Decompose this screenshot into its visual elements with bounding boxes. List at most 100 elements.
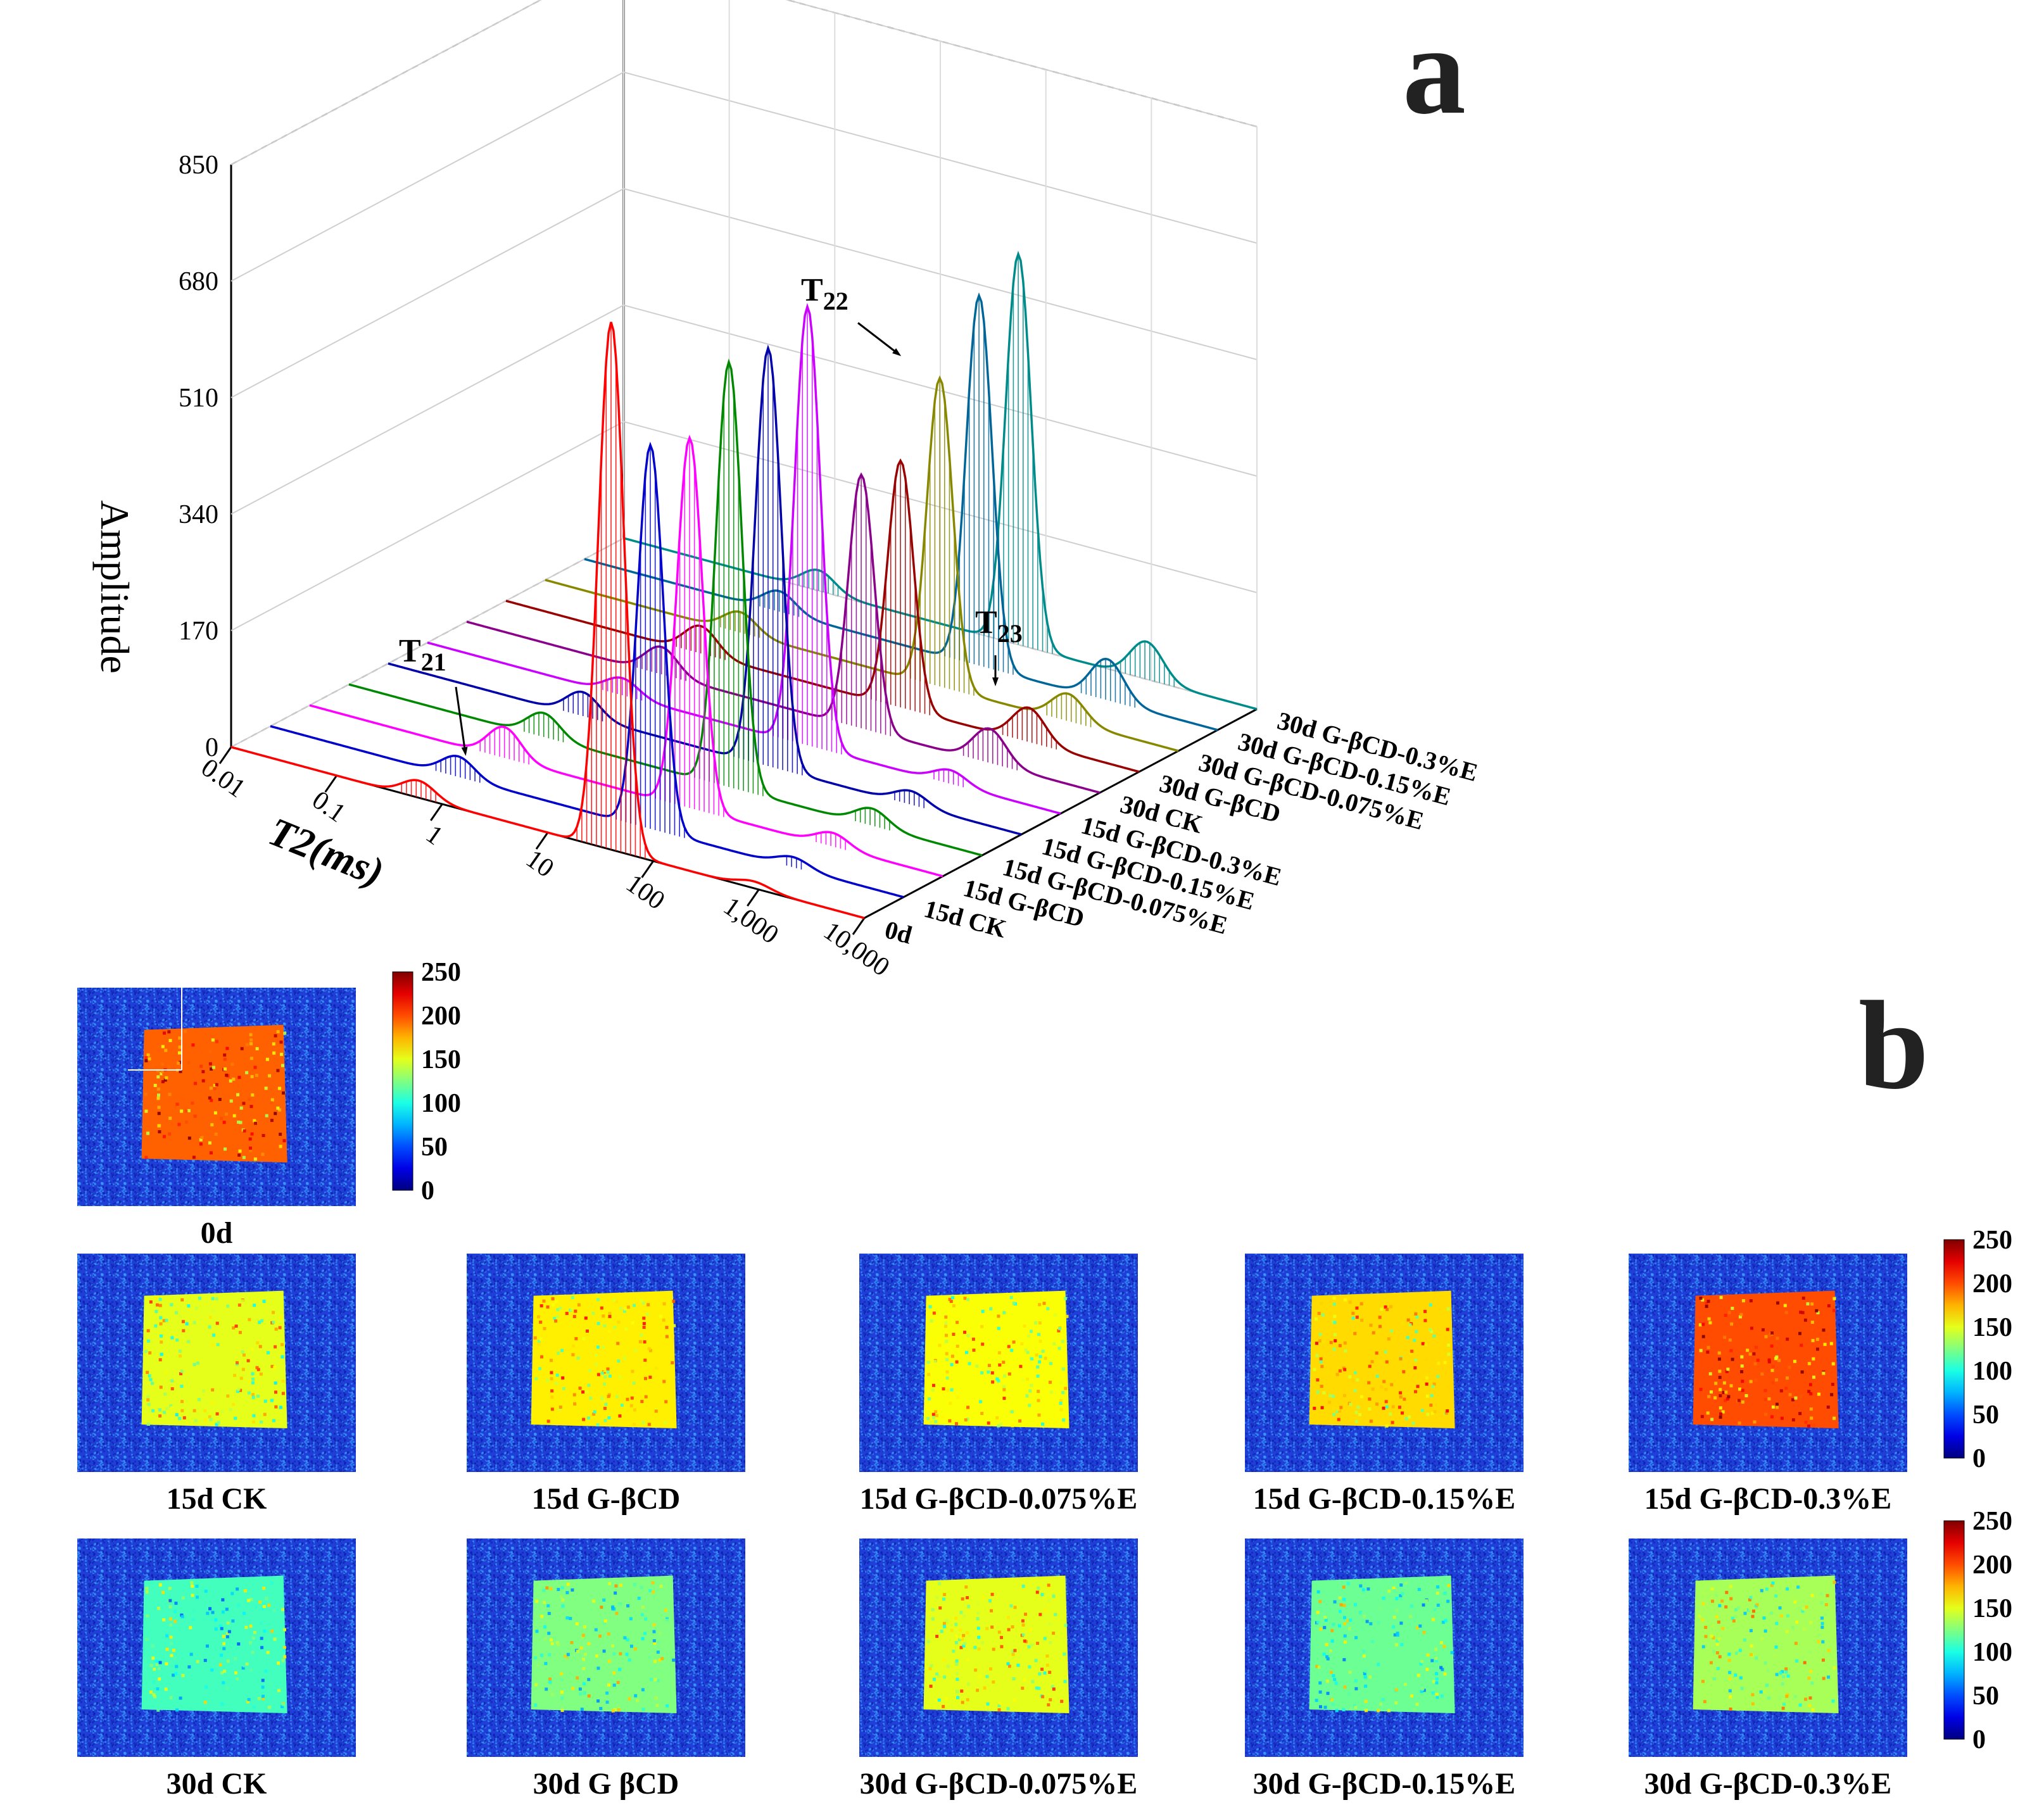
mri-speckle [1354,1419,1358,1423]
mri-speckle [1446,1599,1450,1603]
mri-speckle [276,1661,280,1665]
mri-speckle [145,1638,149,1642]
mri-speckle [638,1340,642,1343]
mri-speckle [933,1359,937,1363]
mri-speckle [959,1645,963,1649]
mri-speckle [973,1645,977,1649]
mri-speckle [617,1359,621,1363]
mri-speckle [1356,1406,1360,1409]
mri-speckle [247,1599,251,1602]
mri-speckle [234,1416,237,1420]
mri-speckle [1323,1616,1327,1620]
mri-speckle [208,1415,211,1419]
mri-speckle [1441,1668,1444,1671]
mri-speckle [1738,1315,1742,1319]
mri-speckle [1382,1380,1386,1383]
mri-speckle [1369,1419,1373,1423]
mri-speckle [274,1405,278,1409]
mri-speckle [1786,1674,1790,1678]
mri-speckle [611,1607,615,1611]
mri-speckle [1736,1606,1740,1610]
mri-speckle [1406,1400,1410,1404]
mri-speckle [928,1305,932,1309]
mri-speckle [1725,1590,1729,1594]
mri-speckle [1728,1689,1732,1693]
mri-speckle [1444,1411,1448,1415]
colorbar-tick-label: 150 [421,1045,461,1074]
mri-speckle [990,1625,994,1629]
mri-speckle [206,1611,210,1615]
mri-speckle [238,1149,242,1153]
mri-speckle [278,1326,282,1330]
mri-speckle [168,1116,172,1120]
chart-frame [230,0,1258,919]
mri-speckle [1740,1370,1744,1374]
mri-speckle [1011,1652,1015,1656]
mri-speckle [1355,1306,1359,1310]
mri-speckle [1431,1385,1435,1388]
mri-speckle [209,1086,213,1090]
mri-speckle [571,1687,575,1690]
mri-speckle [1784,1670,1788,1674]
mri-speckle [1435,1692,1439,1696]
mri-speckle [612,1298,616,1302]
mri-speckle [1810,1416,1814,1420]
mri-speckle [1401,1592,1404,1595]
mri-speckle [1447,1583,1451,1587]
mri-speckle [269,1101,273,1105]
mri-speckle [1723,1399,1727,1402]
mri-speckle [242,1155,246,1159]
mri-speckle [168,1093,172,1097]
mri-speckle [1063,1680,1067,1683]
mri-speckle [634,1694,638,1697]
mri-speckle [251,1393,255,1397]
mri-speckle [272,1051,276,1055]
mri-sample [1693,1290,1839,1428]
mri-speckle [640,1333,643,1337]
mri-speckle [555,1381,558,1385]
mri-speckle [215,1040,218,1043]
mri-speckle [1439,1641,1443,1645]
mri-speckle [648,1375,652,1379]
mri-speckle [980,1371,984,1375]
mri-speckle [1775,1621,1779,1625]
mri-speckle [1802,1627,1806,1631]
mri-speckle [210,1098,213,1102]
mri-speckle [1395,1597,1399,1601]
mri-speckle [1392,1615,1396,1619]
mri-speckle [641,1421,645,1425]
x-tick-label: 10,000 [818,916,895,982]
mri-speckle [251,1372,255,1376]
mri-speckle [1817,1392,1821,1396]
mri-speckle [248,1380,252,1383]
mri-speckle [237,1603,241,1607]
mri-speckle [1007,1652,1011,1656]
mri-speckle [223,1057,227,1061]
mri-speckle [1741,1299,1745,1303]
mri-speckle [632,1381,636,1385]
mri-speckle [1332,1347,1336,1351]
mri-speckle [551,1297,555,1300]
mri-speckle [1410,1604,1413,1608]
colorbar-gradient [392,971,413,1191]
mri-speckle [649,1678,653,1682]
mri-speckle [628,1697,631,1701]
mri-speckle [1727,1395,1731,1399]
mri-speckle [1752,1352,1756,1356]
grid-line-y [230,304,1258,515]
mri-speckle [1337,1624,1341,1628]
mri-speckle [1047,1583,1050,1587]
mri-speckle [931,1388,935,1392]
mri-speckle [579,1646,583,1650]
mri-speckle [1415,1330,1418,1333]
mri-speckle [1063,1297,1067,1300]
mri-speckle [1770,1583,1774,1587]
mri-speckle [1420,1689,1423,1693]
mri-speckle [1048,1622,1052,1626]
mri-speckle [226,1304,230,1308]
mri-speckle [1706,1345,1710,1349]
mri-speckle [211,1388,215,1392]
mri-speckle [542,1299,546,1303]
mri-speckle [1712,1636,1715,1640]
mri-speckle [576,1649,579,1653]
